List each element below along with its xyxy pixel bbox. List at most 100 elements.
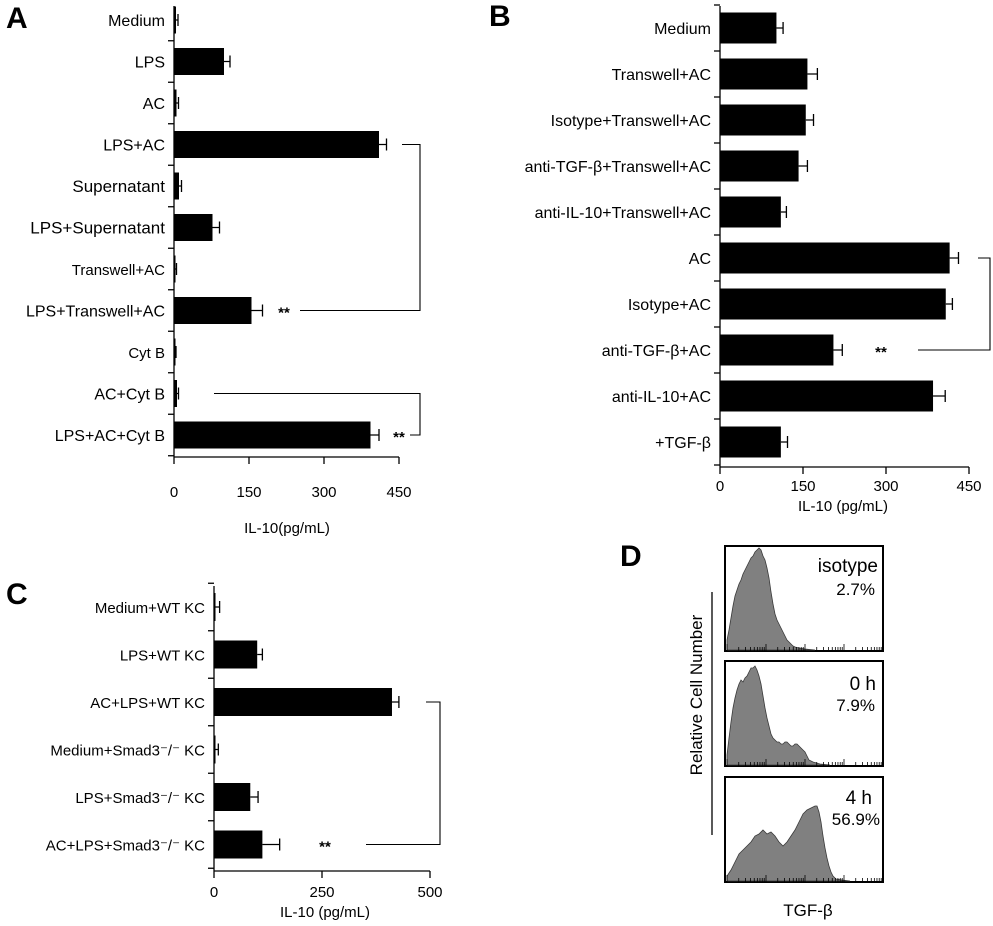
bar: [214, 640, 258, 669]
bar: [720, 334, 834, 366]
x-tick-label: 0: [210, 884, 218, 901]
category-label: LPS+AC+Cyt B: [55, 428, 165, 445]
panel-d-xlabel: TGF-β: [783, 901, 833, 920]
error-bar: [776, 22, 784, 34]
category-label: Isotype+AC: [628, 297, 711, 314]
histogram-0h: 0 h 7.9%: [724, 660, 884, 767]
bar: [174, 421, 371, 449]
bar: [720, 196, 781, 228]
histogram-isotype: isotype 2.7%: [724, 545, 884, 652]
x-tick-label: 150: [790, 478, 815, 495]
category-label: anti-IL-10+Transwell+AC: [535, 205, 711, 222]
error-bar: [224, 55, 231, 68]
category-label: Medium+WT KC: [95, 600, 205, 617]
category-label: Medium: [654, 21, 711, 38]
error-bar: [780, 436, 789, 448]
significance-bracket: [214, 392, 421, 436]
category-label: Isotype+Transwell+AC: [551, 113, 711, 130]
category-label: Cyt B: [128, 345, 165, 362]
significance-mark: **: [393, 429, 405, 446]
x-tick-label: 0: [716, 478, 724, 495]
bar: [174, 6, 176, 34]
error-bar: [391, 696, 400, 708]
bar: [174, 89, 177, 117]
bar: [174, 214, 213, 241]
category-label: anti-TGF-β+AC: [602, 343, 711, 360]
histogram-percent: 7.9%: [836, 696, 875, 715]
panel-letter-a: A: [6, 2, 28, 35]
bar: [720, 58, 808, 90]
bar: [214, 593, 216, 621]
x-tick-label: 150: [236, 484, 261, 501]
bar: [214, 830, 263, 859]
histogram-label: 0 h: [850, 674, 876, 695]
x-tick-label: 450: [956, 478, 981, 495]
category-label: Supernatant: [72, 177, 165, 196]
error-bar: [945, 298, 954, 310]
panel-b-bar-chart: 0 150 300 450 IL-10 (pg/mL) Medium Transwell+A…: [525, 4, 991, 515]
error-bar: [212, 221, 221, 234]
error-bar: [370, 429, 380, 441]
histogram-percent: 2.7%: [836, 580, 875, 599]
histogram-percent: 56.9%: [832, 810, 880, 829]
panel-letter-d: D: [620, 540, 642, 573]
significance-mark: **: [319, 839, 331, 856]
category-label: LPS+Supernatant: [30, 219, 165, 238]
category-label: LPS+WT KC: [120, 648, 205, 665]
category-label: LPS+Transwell+AC: [26, 304, 165, 321]
category-label: Medium: [108, 13, 165, 30]
bar: [214, 783, 251, 811]
bar: [174, 131, 379, 158]
x-tick-label: 0: [170, 484, 178, 501]
category-label: AC: [143, 96, 165, 113]
panel-d-histograms: Relative Cell Number TGF-β isotype 2.7% …: [687, 545, 884, 920]
bar: [720, 426, 781, 458]
x-tick-label: 250: [309, 884, 334, 901]
bar: [720, 104, 806, 136]
error-bar: [215, 743, 219, 756]
error-bar: [262, 838, 281, 851]
category-label: AC+LPS+WT KC: [90, 695, 205, 712]
significance-bracket: [918, 257, 991, 351]
panel-letter-c: C: [6, 578, 28, 611]
histogram-4h: 4 h 56.9%: [724, 776, 884, 883]
bar: [174, 172, 179, 200]
panel-letter-b: B: [489, 0, 511, 33]
bar: [174, 338, 176, 366]
category-label: Transwell+AC: [612, 67, 711, 84]
histogram-curve: [726, 547, 816, 651]
category-label: Medium+Smad3⁻/⁻ KC: [50, 743, 205, 760]
panel-a-bar-chart: 0 150 300 450 IL-10(pg/mL) Medium LPS AC LPS+AC S…: [26, 6, 421, 537]
panel-c-bar-chart: 0 250 500 IL-10 (pg/mL) Medium+WT KC LPS+WT K…: [46, 582, 443, 921]
bar: [720, 150, 799, 182]
x-tick-label: 450: [386, 484, 411, 501]
bar: [214, 688, 392, 716]
category-label: LPS+AC: [103, 138, 165, 155]
bar: [174, 48, 224, 75]
error-bar: [798, 160, 809, 172]
histogram-minor-ticks: [726, 644, 882, 882]
error-bar: [177, 387, 180, 400]
histogram-curve: [726, 805, 851, 882]
bar: [720, 12, 777, 44]
error-bar: [251, 304, 264, 317]
error-bar: [257, 648, 264, 661]
histogram-label: isotype: [818, 556, 878, 577]
category-label: LPS+Smad3⁻/⁻ KC: [75, 790, 205, 807]
x-axis-label: IL-10 (pg/mL): [798, 498, 888, 515]
error-bar: [949, 252, 960, 264]
bar: [720, 288, 946, 320]
panel-d-ylabel: Relative Cell Number: [687, 614, 706, 775]
bar: [720, 380, 934, 412]
bar: [174, 380, 177, 407]
histogram-curve: [726, 665, 831, 766]
bar: [214, 735, 216, 764]
category-label: LPS: [135, 55, 165, 72]
category-label: AC+Cyt B: [94, 387, 165, 404]
error-bar: [805, 114, 815, 126]
category-label: Transwell+AC: [72, 262, 165, 279]
category-label: AC: [689, 251, 711, 268]
x-axis-label: IL-10(pg/mL): [244, 520, 330, 537]
category-label: anti-TGF-β+Transwell+AC: [525, 159, 711, 176]
